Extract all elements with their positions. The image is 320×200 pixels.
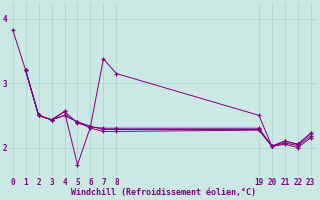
X-axis label: Windchill (Refroidissement éolien,°C): Windchill (Refroidissement éolien,°C) [70, 188, 255, 197]
